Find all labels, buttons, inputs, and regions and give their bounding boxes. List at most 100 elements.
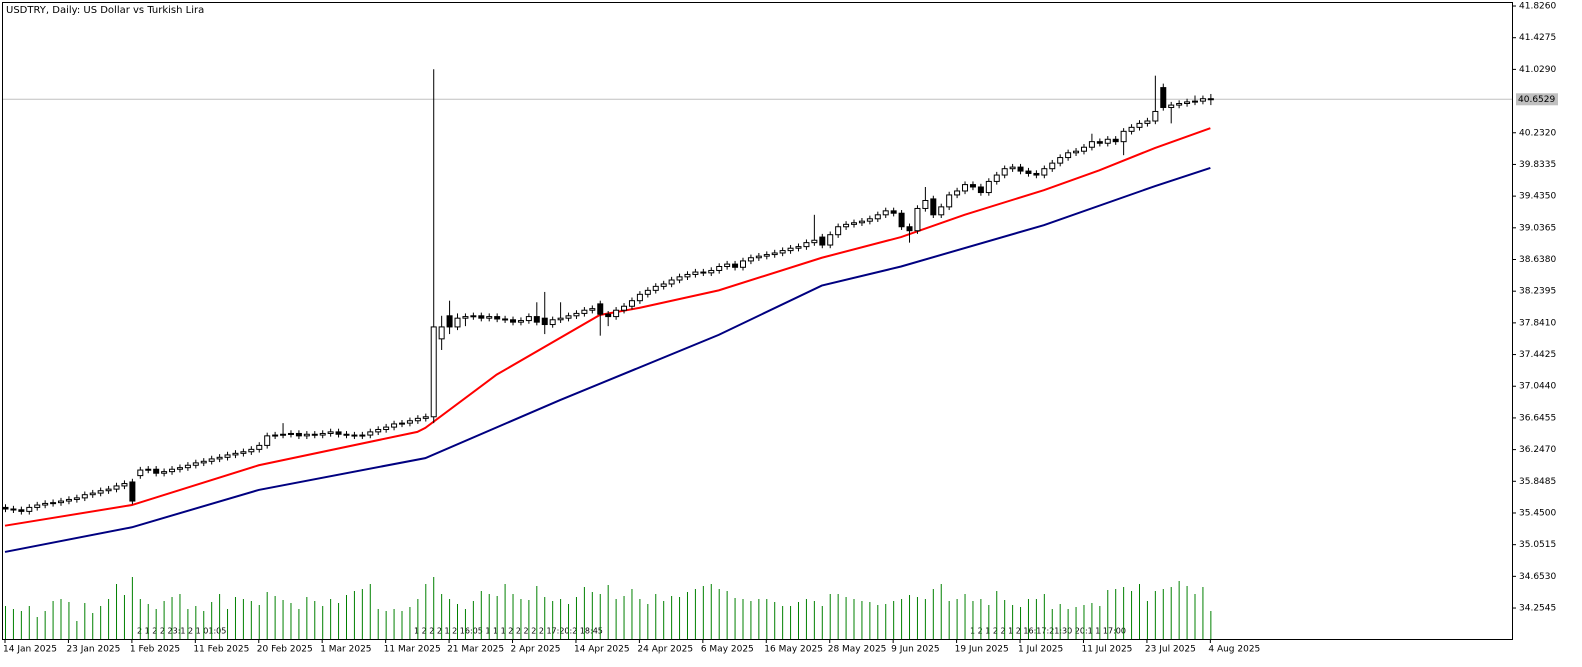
y-tick-label: 37.0440 [1519, 382, 1556, 392]
candle-body [708, 269, 715, 274]
candle-body [843, 223, 850, 228]
candle-body [755, 255, 762, 259]
y-tick-label: 36.6455 [1519, 413, 1556, 423]
x-tick-label: 2 Apr 2025 [511, 645, 561, 655]
candle-body [858, 220, 865, 224]
candle-body [684, 273, 691, 278]
x-tick-label: 9 Jun 2025 [891, 645, 939, 655]
candle-body [256, 444, 263, 450]
candle-body [1073, 150, 1080, 154]
candle-body [478, 315, 485, 319]
candle-body [311, 433, 318, 436]
candle-body [438, 326, 445, 340]
candle-body [1120, 130, 1127, 143]
y-tick-label: 38.6380 [1519, 255, 1556, 265]
candle-body [2, 506, 9, 510]
candle-body [1144, 120, 1151, 124]
candle-body [811, 239, 818, 244]
candle-body [835, 226, 842, 236]
candle-body [1176, 103, 1183, 106]
x-tick-label: 11 Jul 2025 [1081, 645, 1132, 655]
candle-body [541, 317, 548, 326]
candle-body [732, 263, 739, 268]
candle-body [327, 431, 334, 434]
candle-body [287, 432, 294, 435]
chart-title: USDTRY, Daily: US Dollar vs Turkish Lira [6, 5, 204, 16]
candle-body [510, 319, 517, 323]
candle-body [359, 434, 366, 437]
candle-body [962, 184, 969, 192]
candle-body [184, 464, 191, 469]
candle-body [914, 207, 921, 232]
candle-body [938, 206, 945, 216]
x-tick-label: 1 Jul 2025 [1018, 645, 1063, 655]
y-tick-label: 41.0290 [1519, 65, 1556, 75]
candle-body [851, 222, 858, 225]
x-tick-label: 6 May 2025 [701, 645, 754, 655]
candle-body [898, 212, 905, 228]
moving-average [4, 127, 1211, 527]
x-tick-label: 14 Jan 2025 [3, 645, 57, 655]
candle-body [1001, 168, 1008, 176]
candle-body [763, 254, 770, 257]
candle-body [454, 317, 461, 328]
candle-body [1033, 172, 1040, 176]
candle-body [470, 315, 477, 318]
candle-body [1017, 166, 1024, 172]
candle-body [1065, 152, 1072, 159]
candle-body [1041, 168, 1048, 176]
y-tick-label: 41.8260 [1519, 2, 1556, 12]
candle-body [700, 271, 707, 274]
x-tick-label: 16 May 2025 [764, 645, 823, 655]
candle-body [882, 210, 889, 216]
candle-body [874, 214, 881, 220]
candle-body [724, 263, 731, 267]
candle-body [224, 454, 231, 458]
candle-body [375, 428, 382, 433]
candle-body [906, 226, 913, 232]
candle-body [993, 174, 1000, 182]
candle-body [739, 260, 746, 268]
candle-body [660, 283, 667, 287]
candle-body [89, 492, 96, 496]
candle-body [367, 431, 374, 436]
candle-body [644, 289, 651, 295]
candle-body [232, 452, 239, 456]
candle-body [1168, 104, 1175, 108]
x-tick-label: 1 Feb 2025 [130, 645, 180, 655]
candle-body [430, 326, 437, 418]
candle-body [161, 471, 168, 474]
plot-frame [2, 2, 1513, 640]
x-tick-label: 21 Mar 2025 [447, 645, 504, 655]
x-tick-label: 28 May 2025 [828, 645, 887, 655]
candle-body [1184, 101, 1191, 105]
candle-body [295, 432, 302, 437]
y-tick-label: 39.4350 [1519, 192, 1556, 202]
x-tick-label: 20 Feb 2025 [257, 645, 313, 655]
x-tick-label: 23 Jul 2025 [1145, 645, 1196, 655]
candle-body [462, 316, 469, 319]
candle-body [1152, 110, 1159, 122]
candle-body [628, 300, 635, 307]
candle-body [676, 276, 683, 281]
y-tick-label: 36.2470 [1519, 445, 1556, 455]
candle-body [494, 316, 501, 320]
candle-body [343, 433, 350, 436]
y-tick-label: 37.4425 [1519, 350, 1556, 360]
candle-body [351, 434, 358, 437]
candle-body [10, 508, 17, 511]
y-tick-label: 40.2320 [1519, 128, 1556, 138]
last-price-box [1516, 93, 1558, 106]
y-tick-label: 38.2395 [1519, 287, 1556, 297]
candle-body [1057, 157, 1064, 164]
candle-body [42, 502, 49, 506]
candle-body [1096, 141, 1103, 144]
y-tick-label: 35.4500 [1519, 508, 1556, 518]
candle-body [240, 451, 247, 454]
y-tick-label: 34.2545 [1519, 604, 1556, 614]
candle-body [557, 317, 564, 321]
candle-body [264, 435, 271, 446]
candle-body [335, 431, 342, 435]
